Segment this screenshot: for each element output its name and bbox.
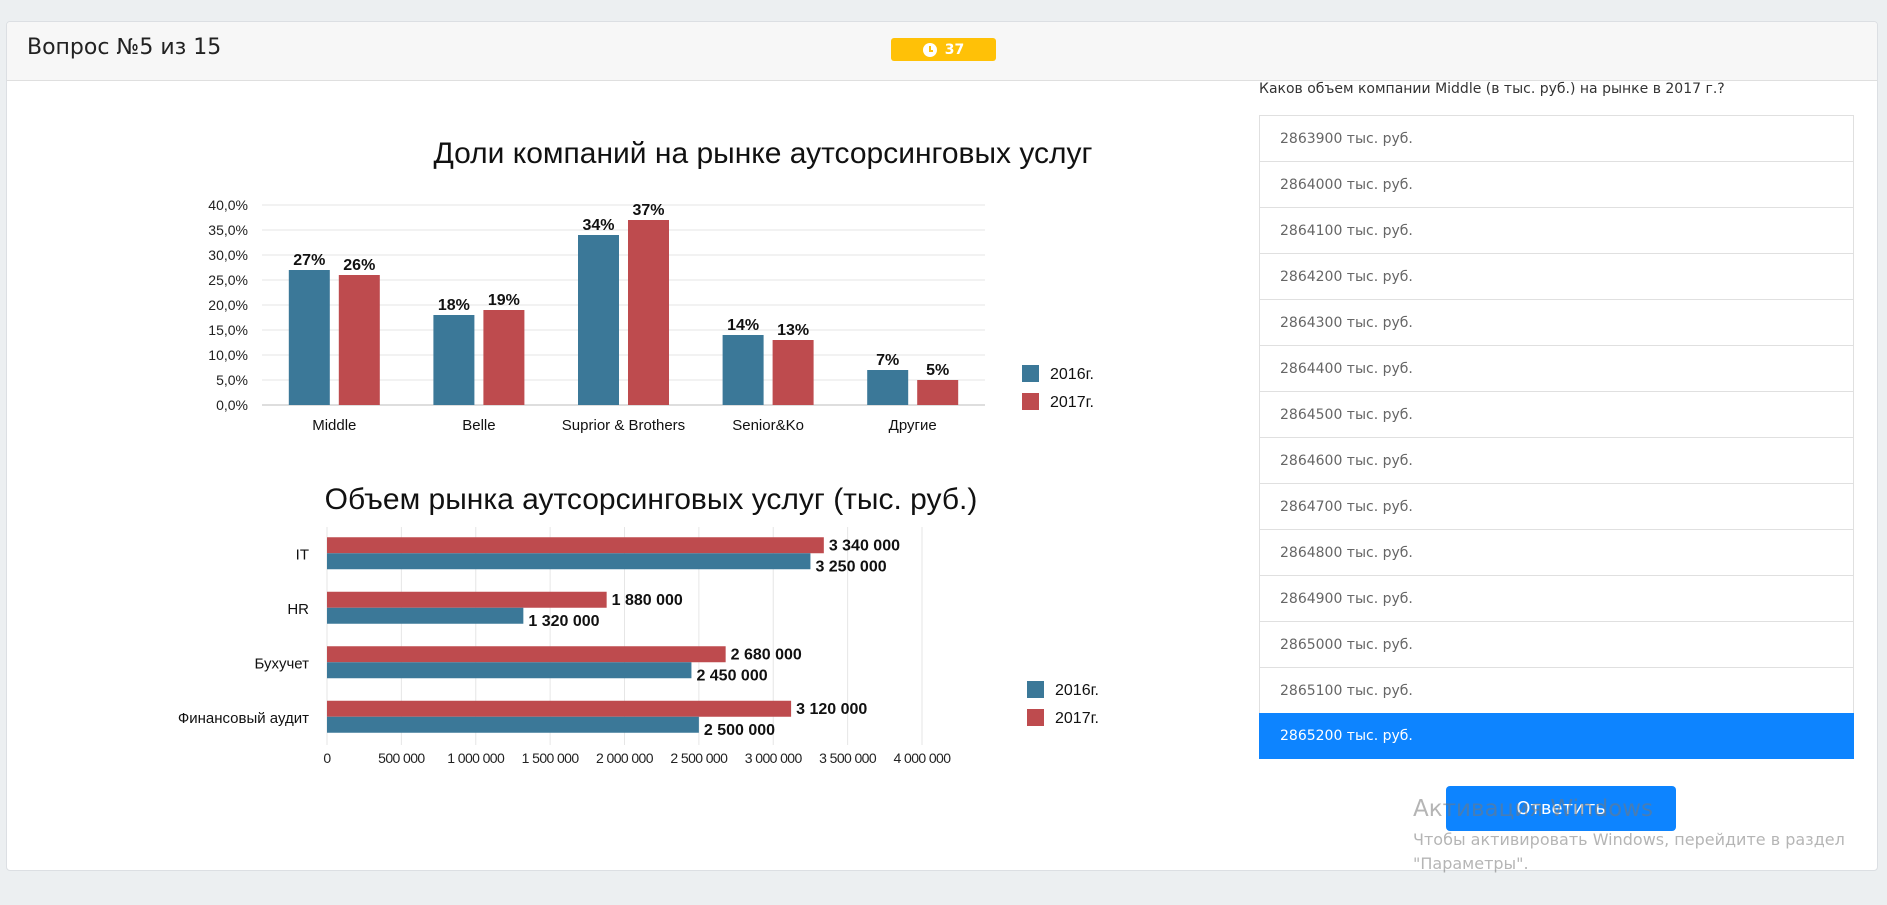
chart2-bar — [327, 646, 726, 663]
chart2-bar — [327, 662, 692, 679]
chart1-bar — [433, 315, 475, 405]
chart1-data-label: 27% — [293, 252, 325, 269]
answer-option[interactable]: 2864500 тыс. руб. — [1259, 391, 1854, 437]
question-text: Каков объем компании Middle (в тыс. руб.… — [1259, 81, 1725, 97]
chart2-data-label: 3 250 000 — [815, 558, 886, 575]
clock-icon — [922, 42, 937, 57]
chart1-bar — [578, 235, 619, 405]
timer-badge: 37 — [891, 38, 996, 61]
chart1-x-tick: Другие — [889, 417, 937, 434]
chart1-data-label: 7% — [876, 352, 899, 369]
chart2-y-tick: HR — [287, 601, 309, 618]
answer-option[interactable]: 2864000 тыс. руб. — [1259, 161, 1854, 207]
chart1-bar — [917, 380, 959, 405]
answer-option[interactable]: 2864700 тыс. руб. — [1259, 483, 1854, 529]
chart2-x-tick: 3 000 000 — [745, 750, 803, 766]
chart1-legend-swatch — [1022, 393, 1039, 410]
charts-area: Доли компаний на рынке аутсорсинговых ус… — [178, 137, 1099, 766]
chart2-data-label: 3 120 000 — [796, 701, 867, 718]
chart1-y-tick: 25,0% — [208, 272, 248, 288]
chart2-x-tick: 4 000 000 — [894, 750, 952, 766]
chart2-legend-label: 2016г. — [1055, 682, 1099, 699]
chart1-bar — [483, 310, 525, 405]
chart1-y-tick: 15,0% — [208, 322, 248, 338]
chart1-legend-label: 2017г. — [1050, 394, 1094, 411]
answer-option[interactable]: 2863900 тыс. руб. — [1259, 115, 1854, 161]
chart1-x-tick: Belle — [462, 417, 495, 434]
answer-options: 2863900 тыс. руб. 2864000 тыс. руб. 286410… — [1259, 115, 1854, 759]
chart2-x-tick: 500 000 — [378, 750, 425, 766]
answer-option[interactable]: 2864800 тыс. руб. — [1259, 529, 1854, 575]
chart2-data-label: 2 500 000 — [704, 722, 775, 739]
answer-option[interactable]: 2865200 тыс. руб. — [1259, 713, 1854, 759]
chart2-x-tick: 2 000 000 — [596, 750, 654, 766]
question-counter: Вопрос №5 из 15 — [27, 35, 222, 60]
chart2-data-label: 2 450 000 — [696, 667, 767, 684]
chart1-y-tick: 30,0% — [208, 247, 248, 263]
chart1-bar — [628, 220, 669, 405]
chart1-data-label: 37% — [632, 202, 664, 219]
chart1-x-tick: Suprior & Brothers — [562, 417, 685, 434]
chart2-data-label: 1 880 000 — [612, 592, 683, 609]
chart2-x-tick: 1 500 000 — [522, 750, 580, 766]
chart1-bar — [867, 370, 909, 405]
answer-option[interactable]: 2864900 тыс. руб. — [1259, 575, 1854, 621]
chart2-legend-swatch — [1027, 681, 1044, 698]
submit-button[interactable]: Ответить — [1446, 786, 1676, 831]
chart2-bar — [327, 700, 792, 717]
chart2-data-label: 3 340 000 — [829, 537, 900, 554]
chart2-data-label: 2 680 000 — [731, 646, 802, 663]
chart1-x-tick: Senior&Ko — [732, 417, 804, 434]
chart1-legend-label: 2016г. — [1050, 366, 1094, 383]
chart2-bar — [327, 607, 524, 624]
chart2-legend-swatch — [1027, 709, 1044, 726]
chart2-bar — [327, 537, 824, 554]
chart1-y-tick: 40,0% — [208, 197, 248, 213]
chart2-x-tick: 0 — [323, 750, 331, 766]
chart2-bar — [327, 591, 607, 608]
timer-value: 37 — [944, 41, 965, 58]
chart1-data-label: 13% — [777, 322, 809, 339]
chart2-y-tick: IT — [296, 546, 309, 563]
chart1-bar — [772, 340, 814, 405]
chart2-legend-label: 2017г. — [1055, 710, 1099, 727]
chart1-title: Доли компаний на рынке аутсорсинговых ус… — [434, 137, 1093, 170]
answer-option[interactable]: 2864100 тыс. руб. — [1259, 207, 1854, 253]
answer-option[interactable]: 2865000 тыс. руб. — [1259, 621, 1854, 667]
chart1-legend-swatch — [1022, 365, 1039, 382]
answer-option[interactable]: 2864300 тыс. руб. — [1259, 299, 1854, 345]
chart1-data-label: 26% — [343, 257, 375, 274]
answer-option[interactable]: 2864400 тыс. руб. — [1259, 345, 1854, 391]
chart2-bar — [327, 553, 811, 570]
chart1-data-label: 19% — [488, 292, 520, 309]
chart1-y-tick: 0,0% — [216, 397, 248, 413]
chart1-x-tick: Middle — [312, 417, 356, 434]
chart1-data-label: 34% — [582, 217, 614, 234]
chart2-y-tick: Бухучет — [254, 655, 309, 672]
card-header: Вопрос №5 из 15 37 — [7, 22, 1877, 81]
chart2-x-tick: 2 500 000 — [670, 750, 728, 766]
chart2-bar — [327, 716, 699, 733]
chart1-y-tick: 10,0% — [208, 347, 248, 363]
chart1-y-tick: 5,0% — [216, 372, 248, 388]
chart1-bar — [338, 275, 380, 405]
chart2-title: Объем рынка аутсорсинговых услуг (тыс. р… — [325, 483, 978, 516]
chart2-y-tick: Финансовый аудит — [178, 710, 309, 727]
chart2-data-label: 1 320 000 — [528, 613, 599, 630]
answer-option[interactable]: 2865100 тыс. руб. — [1259, 667, 1854, 713]
answer-option[interactable]: 2864200 тыс. руб. — [1259, 253, 1854, 299]
chart1-data-label: 14% — [727, 317, 759, 334]
chart1-bar — [722, 335, 764, 405]
chart2-x-tick: 3 500 000 — [819, 750, 877, 766]
chart1-data-label: 18% — [438, 297, 470, 314]
answer-option[interactable]: 2864600 тыс. руб. — [1259, 437, 1854, 483]
chart1-y-tick: 35,0% — [208, 222, 248, 238]
chart1-y-tick: 20,0% — [208, 297, 248, 313]
chart1-bar — [288, 270, 330, 405]
chart2-x-tick: 1 000 000 — [447, 750, 505, 766]
chart1-data-label: 5% — [926, 362, 949, 379]
